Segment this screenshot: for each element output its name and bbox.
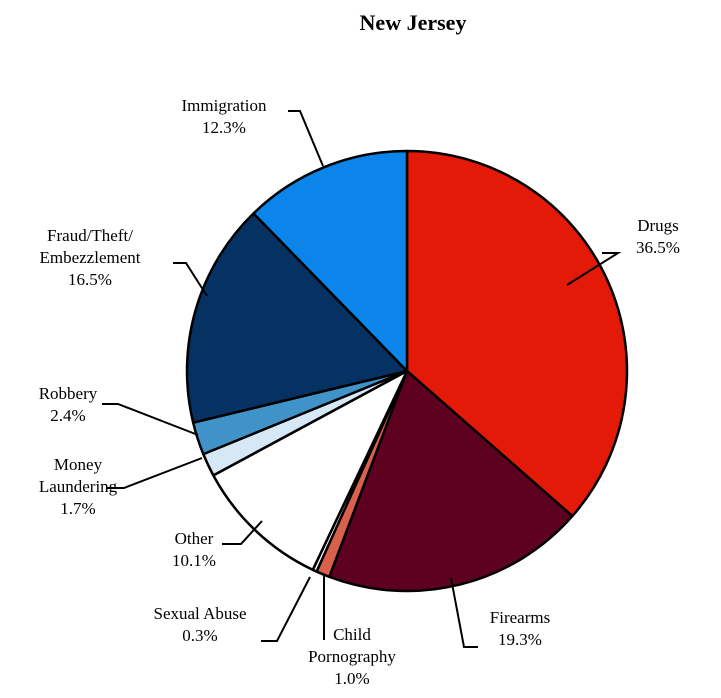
leader-line-firearms bbox=[450, 577, 478, 648]
slice-name-line: Fraud/Theft/ bbox=[47, 226, 133, 245]
slice-labels: Drugs 36.5% Firearms 19.3% Child Pornography 1… bbox=[39, 96, 680, 688]
slice-name-line: Laundering bbox=[39, 477, 118, 496]
leader-line-sexual-abuse bbox=[261, 576, 311, 642]
slice-percent: 36.5% bbox=[636, 238, 680, 257]
slice-label-other: Other 10.1% bbox=[172, 529, 216, 570]
slice-name-line: Immigration bbox=[182, 96, 267, 115]
slice-label-drugs: Drugs 36.5% bbox=[636, 216, 680, 257]
slice-name-line: Sexual Abuse bbox=[153, 604, 246, 623]
slice-percent: 2.4% bbox=[50, 406, 85, 425]
pie-slices bbox=[185, 149, 629, 593]
leader-lines bbox=[102, 110, 622, 648]
slice-label-money-laundering: Money Laundering 1.7% bbox=[39, 455, 118, 518]
slice-percent: 16.5% bbox=[68, 270, 112, 289]
slice-label-child-pornography: Child Pornography 1.0% bbox=[308, 625, 396, 688]
leader-line-robbery bbox=[102, 403, 199, 436]
slice-label-sexual-abuse: Sexual Abuse 0.3% bbox=[153, 604, 246, 645]
slice-label-immigration: Immigration 12.3% bbox=[182, 96, 267, 137]
leader-line-fraud-theft-embezzlement bbox=[173, 262, 208, 297]
pie-slice-immigration bbox=[252, 149, 409, 373]
pie-slice-other bbox=[212, 369, 409, 572]
slice-percent: 0.3% bbox=[182, 626, 217, 645]
slice-percent: 19.3% bbox=[498, 630, 542, 649]
slice-label-fraud-theft-embezzlement: Fraud/Theft/Embezzlement 16.5% bbox=[39, 226, 140, 289]
slice-percent: 10.1% bbox=[172, 551, 216, 570]
slice-name-line: Child bbox=[333, 625, 371, 644]
slice-label-robbery: Robbery 2.4% bbox=[39, 384, 98, 425]
chart-title: New Jersey bbox=[360, 10, 467, 35]
slice-name-line: Robbery bbox=[39, 384, 98, 403]
pie-slice-fraud-theft-embezzlement bbox=[185, 212, 409, 424]
slice-name-line: Pornography bbox=[308, 647, 396, 666]
slice-name-line: Drugs bbox=[637, 216, 679, 235]
slice-percent: 12.3% bbox=[202, 118, 246, 137]
leader-line-other bbox=[222, 520, 263, 545]
pie-slice-drugs bbox=[405, 149, 629, 518]
slice-name-line: Money bbox=[54, 455, 103, 474]
slice-label-firearms: Firearms 19.3% bbox=[490, 608, 550, 649]
slice-name-line: Embezzlement bbox=[39, 248, 140, 267]
slice-percent: 1.7% bbox=[60, 499, 95, 518]
leader-line-drugs bbox=[566, 252, 622, 286]
pie-slice-firearms bbox=[328, 369, 574, 593]
slice-name-line: Other bbox=[175, 529, 214, 548]
slice-percent: 1.0% bbox=[334, 669, 369, 688]
leader-line-immigration bbox=[288, 110, 324, 167]
slice-name-line: Firearms bbox=[490, 608, 550, 627]
leader-line-money-laundering bbox=[107, 457, 203, 489]
